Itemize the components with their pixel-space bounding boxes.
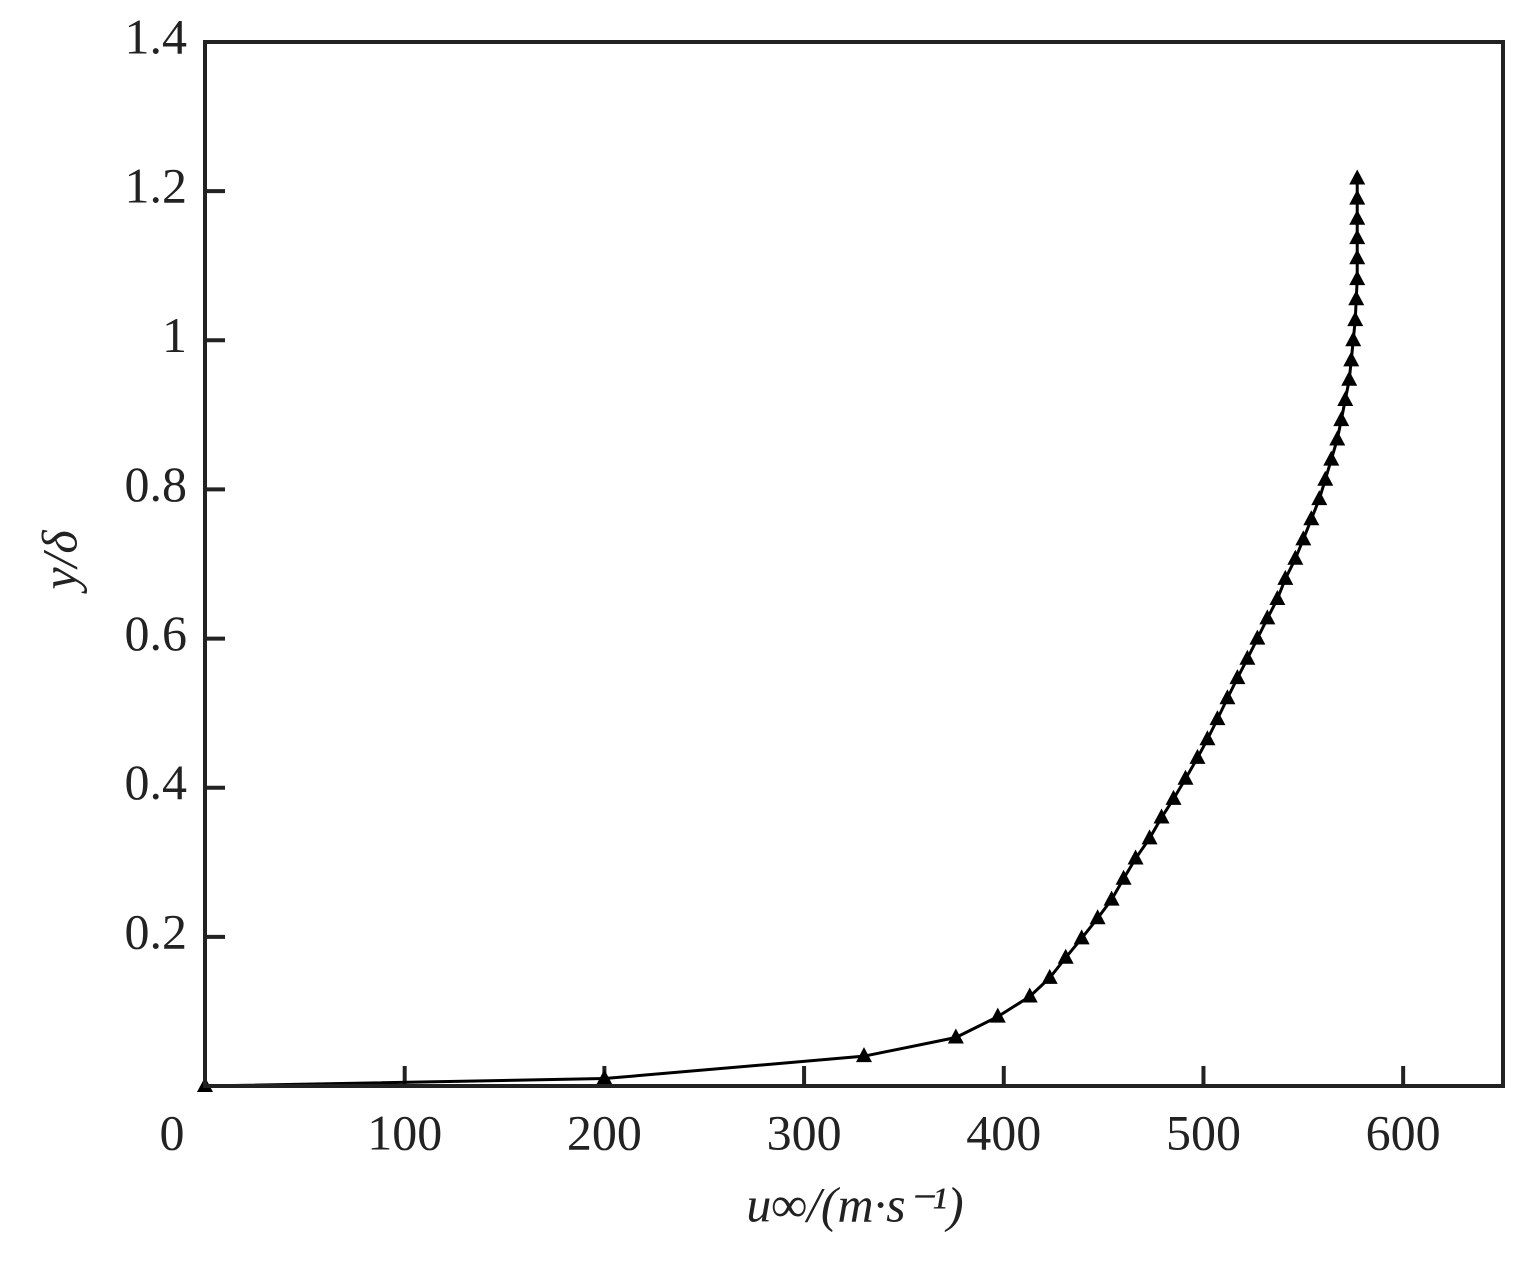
x-tick-label: 500 (1166, 1104, 1241, 1160)
y-tick-label: 1.2 (125, 158, 188, 214)
y-tick-label: 0.4 (125, 754, 188, 810)
x-tick-label: 400 (966, 1104, 1041, 1160)
marker (1317, 470, 1334, 486)
marker (1239, 649, 1256, 665)
y-tick-label: 0.2 (125, 903, 188, 959)
marker (1349, 209, 1366, 225)
data-line (204, 178, 1359, 1088)
marker (1347, 311, 1364, 327)
marker (1311, 490, 1328, 506)
y-tick-label: 0.8 (125, 456, 188, 512)
marker (1348, 290, 1365, 306)
y-axis-label: y/δ (31, 530, 87, 595)
marker (1057, 948, 1074, 964)
marker (1189, 748, 1206, 764)
marker (1329, 430, 1346, 446)
marker (1209, 710, 1226, 726)
marker (1343, 351, 1360, 367)
marker (1333, 411, 1350, 427)
marker (1269, 590, 1286, 606)
marker (1177, 769, 1194, 785)
x-tick-label: 0 (160, 1104, 185, 1160)
marker (1323, 450, 1340, 466)
marker (1229, 669, 1246, 685)
marker (1295, 530, 1312, 546)
marker (855, 1047, 872, 1063)
marker (1103, 890, 1120, 906)
x-tick-label: 100 (367, 1104, 442, 1160)
marker (1337, 390, 1354, 406)
marker (1041, 968, 1058, 984)
marker (1259, 609, 1276, 625)
marker (1303, 510, 1320, 526)
y-tick-label: 1 (162, 307, 187, 363)
marker (989, 1007, 1006, 1023)
marker (1021, 987, 1038, 1003)
marker (947, 1028, 964, 1044)
plot-frame (203, 40, 1505, 1088)
marker (1115, 869, 1132, 885)
marker (1249, 629, 1266, 645)
marker (1349, 229, 1366, 245)
x-tick-label: 600 (1366, 1104, 1441, 1160)
marker (1287, 549, 1304, 565)
marker (1341, 370, 1358, 386)
y-tick-label: 0.6 (125, 605, 188, 661)
marker (1349, 169, 1366, 185)
marker (1141, 829, 1158, 845)
marker (1349, 249, 1366, 265)
marker (1277, 569, 1294, 585)
y-tick-label: 1.4 (125, 8, 188, 64)
marker (1073, 929, 1090, 945)
x-axis-label: u∞/(m·s⁻¹) (746, 1176, 963, 1232)
marker (1127, 849, 1144, 865)
marker (1165, 789, 1182, 805)
marker (596, 1069, 613, 1085)
x-tick-label: 300 (767, 1104, 842, 1160)
marker (1219, 689, 1236, 705)
marker (1089, 909, 1106, 925)
marker (1199, 730, 1216, 746)
marker (1349, 270, 1366, 286)
marker (1153, 808, 1170, 824)
marker (1345, 331, 1362, 347)
x-tick-label: 200 (567, 1104, 642, 1160)
marker (1349, 189, 1366, 205)
